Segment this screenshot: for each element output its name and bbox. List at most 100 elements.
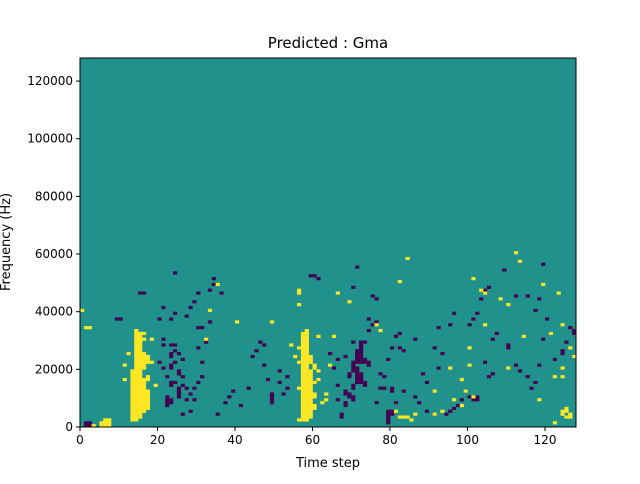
heatmap-cell-high [134, 372, 139, 376]
heatmap-cell-high [304, 354, 309, 359]
heatmap-cell-high [304, 375, 309, 379]
heatmap-cell-high [134, 346, 139, 350]
heatmap-cell-high [374, 323, 379, 327]
heatmap-cell-high [134, 352, 139, 356]
heatmap-cell-high [304, 395, 309, 399]
heatmap-cells [80, 58, 577, 428]
heatmap-cell-low [196, 346, 201, 350]
heatmap-cell-high [107, 418, 112, 422]
heatmap-cell-high [122, 363, 127, 367]
heatmap-cell-high [134, 395, 139, 399]
heatmap-cell-high [312, 392, 317, 396]
heatmap-cell-high [324, 398, 329, 402]
heatmap-cell-high [134, 389, 139, 393]
heatmap-cell-low [459, 398, 464, 402]
heatmap-cell-high [304, 346, 309, 350]
heatmap-cell-high [134, 363, 139, 367]
heatmap-cell-high [560, 366, 565, 370]
heatmap-cell-high [397, 279, 402, 284]
heatmap-cell-low [374, 297, 379, 301]
heatmap-cell-low [355, 377, 360, 382]
heatmap-cell-low [196, 291, 201, 295]
heatmap-cell-high [316, 377, 321, 382]
heatmap-cell-high [142, 403, 147, 408]
heatmap-cell-high [471, 277, 476, 281]
heatmap-cell-low [386, 412, 391, 416]
heatmap-cell-high [142, 401, 147, 405]
heatmap-cell-low [382, 375, 387, 379]
heatmap-cell-high [134, 375, 139, 379]
heatmap-cell-high [304, 383, 309, 387]
heatmap-cell-low [355, 372, 360, 376]
heatmap-cell-low [393, 401, 399, 405]
heatmap-cell-high [134, 409, 139, 413]
heatmap-cell-high [130, 403, 135, 408]
heatmap-cell-low [180, 383, 185, 387]
heatmap-cell-low [533, 308, 538, 312]
heatmap-cell-high [568, 346, 573, 350]
heatmap-cell-low [541, 262, 546, 266]
heatmap-cell-high [521, 334, 526, 338]
heatmap-cell-low [351, 360, 356, 364]
heatmap-cell-high [134, 380, 139, 385]
heatmap-cell-high [308, 360, 313, 364]
heatmap-cell-high [548, 331, 554, 336]
heatmap-cell-high [300, 357, 306, 361]
heatmap-cell-high [297, 303, 302, 307]
heatmap-cell-high [483, 323, 488, 327]
heatmap-cell-high [130, 372, 135, 376]
heatmap-cell-high [308, 403, 313, 408]
heatmap-cell-high [134, 328, 139, 333]
heatmap-cell-low [176, 352, 182, 356]
heatmap-cell-high [467, 346, 472, 350]
heatmap-cell-high [145, 406, 151, 410]
heatmap-cell-high [452, 398, 457, 402]
heatmap-cell-low [266, 377, 271, 382]
chart-title: Predicted : Gma [268, 34, 388, 52]
heatmap-cell-high [130, 401, 135, 405]
heatmap-cell-high [138, 343, 143, 347]
heatmap-cell-high [138, 346, 143, 350]
heatmap-cell-low [328, 352, 333, 356]
heatmap-cell-low [169, 363, 174, 367]
heatmap-cell-high [134, 366, 139, 370]
heatmap-cell-high [312, 380, 317, 385]
x-tick-label: 100 [456, 433, 479, 447]
heatmap-cell-low [359, 380, 364, 385]
heatmap-cell-high [103, 424, 108, 428]
heatmap-cell-high [142, 398, 147, 402]
heatmap-cell-low [366, 328, 371, 333]
heatmap-cell-high [83, 326, 89, 330]
heatmap-cell-high [134, 369, 139, 373]
heatmap-cell-low [359, 375, 364, 379]
heatmap-cell-high [300, 334, 306, 338]
heatmap-cell-high [142, 383, 147, 387]
heatmap-cell-low [165, 398, 170, 402]
heatmap-cell-low [347, 375, 352, 379]
heatmap-cell-high [138, 369, 143, 373]
heatmap-cell-low [180, 357, 185, 361]
heatmap-cell-low [374, 401, 379, 405]
heatmap-cell-low [192, 386, 197, 390]
heatmap-cell-low [161, 343, 166, 347]
heatmap-cell-high [215, 282, 220, 287]
heatmap-cell-low [157, 360, 162, 364]
heatmap-cell-high [304, 337, 309, 341]
heatmap-cell-high [99, 424, 104, 428]
heatmap-cell-low [355, 349, 360, 353]
heatmap-cell-high [560, 409, 565, 413]
heatmap-cell-high [134, 343, 139, 347]
heatmap-cell-high [308, 409, 313, 413]
heatmap-cell-low [479, 297, 484, 301]
heatmap-cell-high [145, 360, 151, 364]
heatmap-cell-low [572, 331, 577, 336]
heatmap-cell-low [444, 412, 449, 416]
heatmap-cell-high [138, 406, 143, 410]
heatmap-cell-low [494, 331, 499, 336]
heatmap-cell-high [316, 369, 321, 373]
heatmap-cell-high [134, 331, 139, 336]
heatmap-cell-low [347, 395, 352, 399]
heatmap-cell-high [149, 360, 154, 364]
heatmap-cell-low [382, 386, 387, 390]
heatmap-cell-low [169, 401, 174, 405]
